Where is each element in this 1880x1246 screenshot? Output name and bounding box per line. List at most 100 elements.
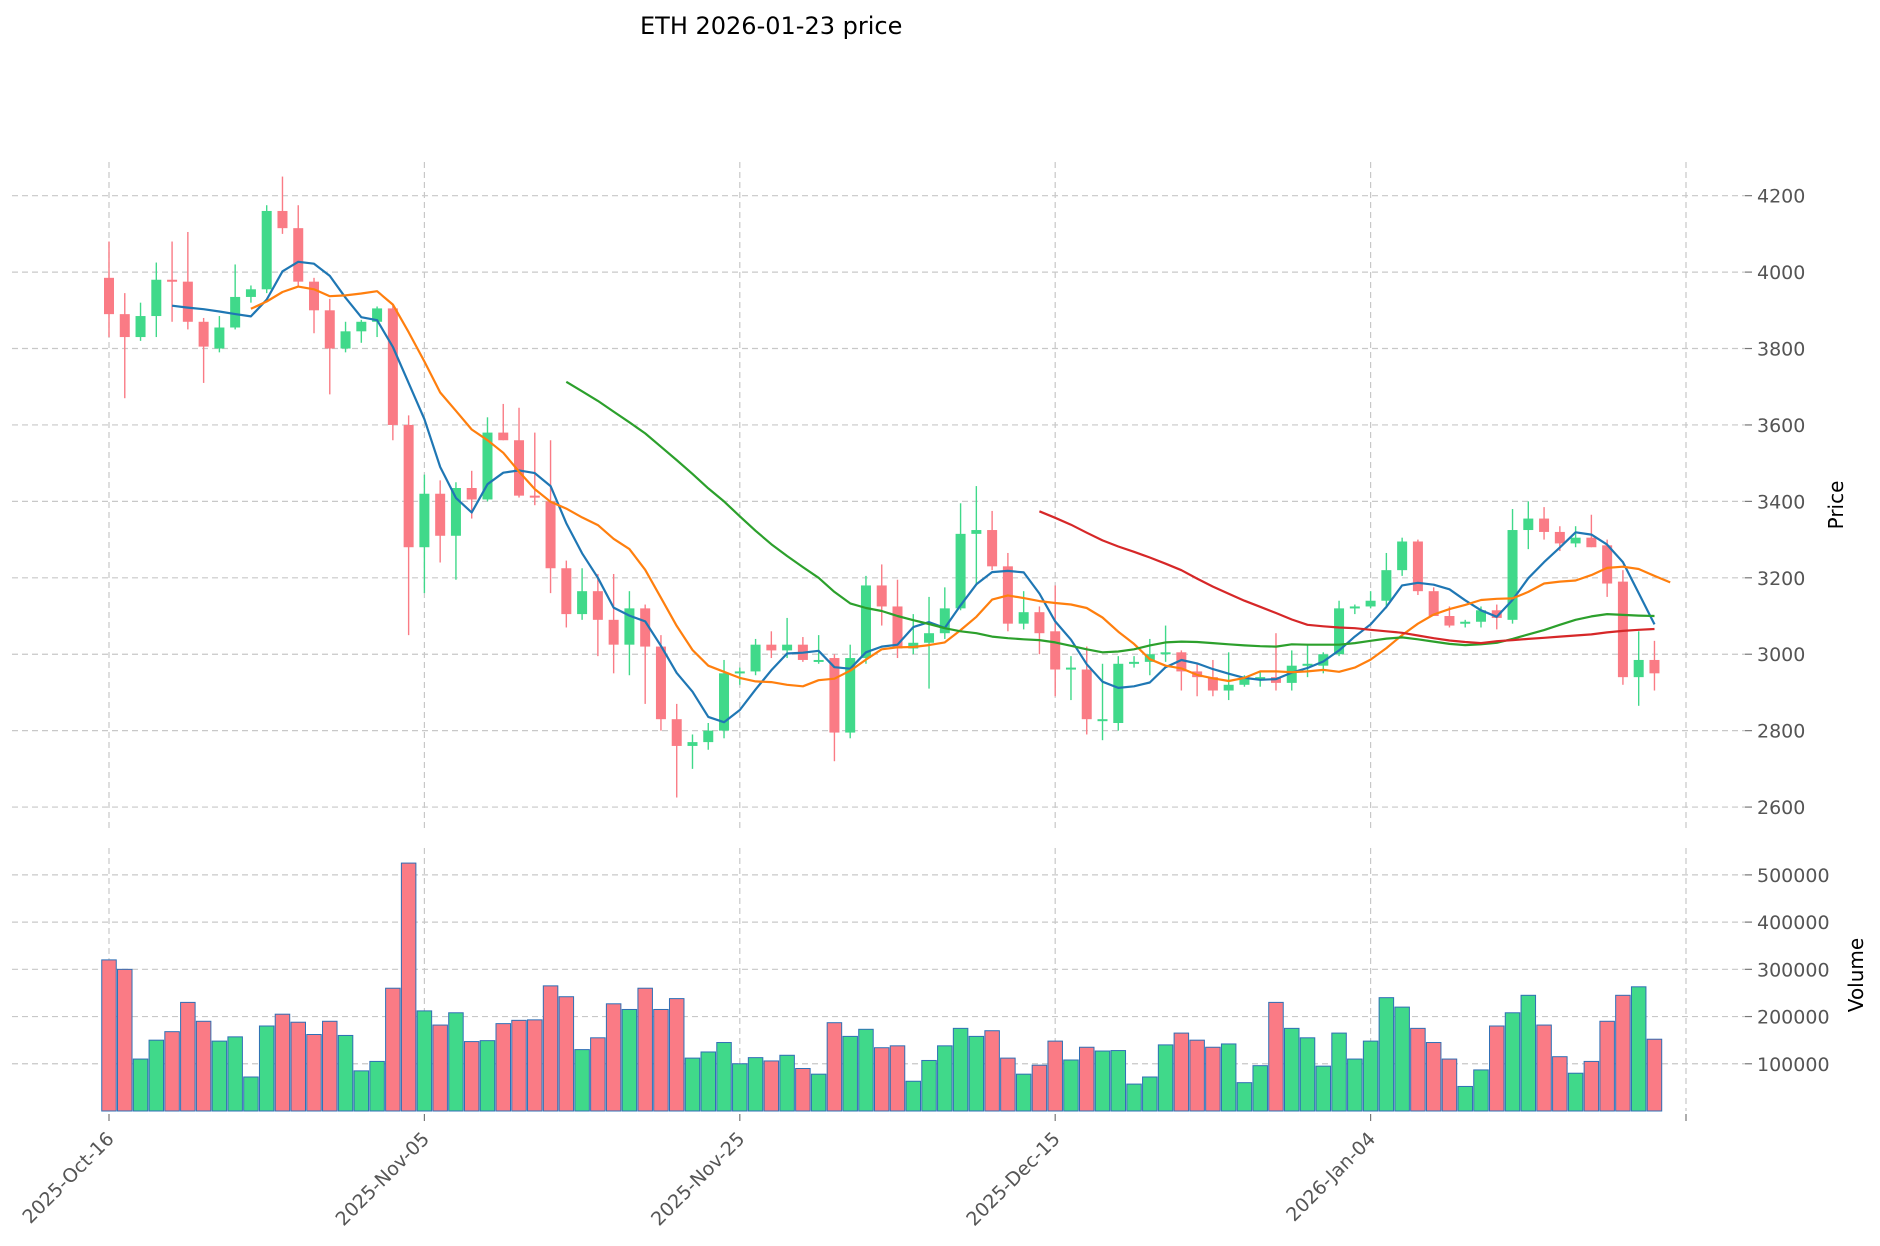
candle-body [167, 279, 178, 282]
x-tick-label: 2025-Dec-15 [962, 1128, 1065, 1231]
candle-body [1523, 518, 1534, 531]
candle-body [230, 296, 241, 328]
volume-bar [101, 959, 117, 1112]
volume-bar [290, 1021, 306, 1112]
volume-bar [905, 1080, 922, 1112]
volume-bar [400, 862, 417, 1112]
volume-bar [1394, 1006, 1410, 1112]
volume-bar [1599, 1020, 1615, 1112]
volume-bar [1315, 1065, 1332, 1112]
candle-body [987, 530, 998, 567]
volume-bar [653, 1008, 669, 1112]
volume-bar [763, 1060, 780, 1112]
price-tick-label: 4200 [1757, 186, 1805, 208]
candle-body [1444, 616, 1455, 626]
volume-bar [1489, 1025, 1505, 1112]
x-tick-label: 2025-Oct-16 [18, 1128, 118, 1228]
volume-bar [858, 1028, 874, 1112]
volume-bar [227, 1036, 243, 1112]
volume-bar [873, 1047, 890, 1112]
candle-body [782, 644, 793, 651]
price-tick-label: 3000 [1757, 644, 1805, 666]
volume-bar [353, 1070, 370, 1112]
volume-bar [1583, 1060, 1600, 1112]
volume-bar [243, 1076, 259, 1112]
candle-body [845, 658, 856, 733]
volume-bar [1063, 1059, 1079, 1112]
volume-tick-label: 100000 [1757, 1054, 1830, 1076]
candle-body [892, 606, 903, 649]
candle-body [1176, 652, 1187, 672]
volume-bar [668, 998, 685, 1112]
candle-body [1334, 608, 1345, 655]
candle-body [1255, 677, 1266, 680]
volume-bar [1236, 1082, 1253, 1112]
volume-bar [637, 987, 653, 1112]
candle-body [119, 314, 130, 338]
volume-bar [164, 1031, 180, 1112]
candle-body [340, 331, 351, 349]
volume-bar [1094, 1050, 1111, 1112]
candle-body [624, 608, 635, 645]
candle-body [1160, 652, 1171, 655]
candle-body [277, 210, 288, 229]
candle-body [1349, 606, 1360, 609]
volume-bar [1047, 1040, 1063, 1112]
candle-body [514, 440, 525, 496]
candle-body [1302, 663, 1313, 666]
volume-bar [274, 1013, 291, 1112]
volume-bar [810, 1073, 827, 1112]
candle-body [387, 308, 398, 425]
candle-body [1428, 591, 1439, 617]
volume-bar [842, 1035, 858, 1112]
candle-body [1412, 541, 1423, 592]
price-tick-label: 3600 [1757, 415, 1805, 437]
volume-bar [527, 1019, 543, 1112]
volume-bar [448, 1012, 464, 1112]
candle-body [1649, 659, 1660, 674]
volume-bar [148, 1039, 165, 1112]
candle-body [1129, 661, 1140, 664]
volume-bar [1157, 1044, 1174, 1112]
volume-bar [416, 1010, 433, 1112]
volume-bar [1630, 986, 1647, 1112]
volume-bar [1015, 1073, 1032, 1112]
ma-line-ma10 [250, 285, 1671, 688]
ma-line-ma5 [171, 260, 1656, 724]
volume-bar [1078, 1046, 1095, 1112]
candle-body [608, 619, 619, 645]
candle-body [419, 493, 430, 548]
volume-bar [1220, 1043, 1237, 1112]
volume-bar [1000, 1057, 1016, 1112]
volume-tick-label: 400000 [1757, 912, 1830, 934]
volume-bar [542, 985, 559, 1112]
candle-body [245, 289, 256, 297]
candle-body [1365, 600, 1376, 607]
candle-body [703, 730, 714, 743]
volume-bar [1552, 1056, 1568, 1112]
volume-bar [1457, 1085, 1473, 1112]
candle-body [1539, 518, 1550, 532]
volume-bar [306, 1034, 322, 1112]
candle-body [1081, 669, 1092, 720]
candle-body [924, 633, 935, 643]
candle-body [577, 591, 588, 615]
volume-bar [117, 968, 133, 1112]
volume-bar [795, 1068, 811, 1112]
volume-bar [1205, 1046, 1221, 1112]
volume-bar [921, 1059, 937, 1112]
candle-body [734, 671, 745, 674]
candle-body [1460, 621, 1471, 624]
volume-bar [1378, 997, 1395, 1112]
candle-body [1018, 612, 1029, 624]
volume-bar [1031, 1064, 1048, 1112]
volume-bar [1299, 1037, 1316, 1112]
volume-bar [621, 1008, 638, 1112]
volume-bar [211, 1040, 228, 1112]
volume-bar [180, 1001, 196, 1112]
volume-bar [984, 1030, 1000, 1112]
candle-body [750, 644, 761, 672]
volume-tick-label: 300000 [1757, 959, 1830, 981]
volume-bar [968, 1035, 985, 1112]
